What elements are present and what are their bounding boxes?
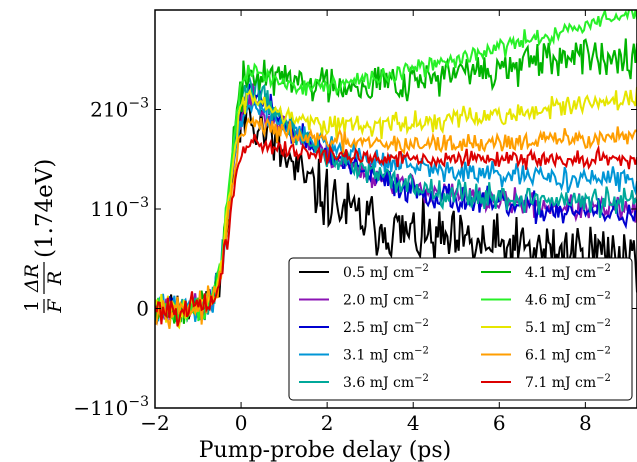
x-tick-label-5: 8 (579, 411, 592, 435)
legend-label-6: 4.6 mJ cm−2 (525, 291, 611, 309)
x-axis-label: Pump-probe delay (ps) (199, 438, 452, 462)
legend: 0.5 mJ cm−2 2.0 mJ cm−2 2.5 mJ cm−2 3.1 mJ … (288, 257, 633, 401)
x-tick-label-1: 0 (235, 411, 248, 435)
x-tick-label-3: 4 (407, 411, 420, 435)
x-tick-labels: −2 0 2 4 6 8 (140, 411, 591, 435)
series-group (155, 10, 637, 330)
y-label-den-f: F (44, 299, 66, 314)
series-line-6 (155, 10, 637, 324)
series-line-7 (155, 86, 637, 330)
series-line-9 (155, 133, 637, 327)
y-tick-label-0: −110−3 (73, 394, 149, 420)
legend-label-3: 3.1 mJ cm−2 (343, 346, 429, 364)
y-tick-label-2: 110−3 (90, 195, 149, 221)
x-tick-label-0: −2 (140, 411, 169, 435)
legend-label-8: 6.1 mJ cm−2 (525, 346, 611, 364)
x-tick-label-2: 2 (321, 411, 334, 435)
y-tick-label-3: 210−3 (90, 96, 149, 122)
legend-label-5: 4.1 mJ cm−2 (525, 263, 611, 281)
y-label-numerator: ΔR (21, 264, 43, 293)
series-line-8 (155, 115, 637, 329)
y-tick-labels: −110−3 0 110−3 210−3 (73, 96, 149, 421)
legend-label-0: 0.5 mJ cm−2 (343, 263, 429, 281)
legend-label-1: 2.0 mJ cm−2 (343, 291, 429, 309)
y-label-prefix: 1 (21, 300, 43, 312)
legend-label-2: 2.5 mJ cm−2 (343, 318, 429, 336)
y-axis-label: 1 F ΔR R (1.74eV) (21, 159, 66, 314)
y-label-suffix: (1.74eV) (32, 159, 58, 258)
legend-label-9: 7.1 mJ cm−2 (525, 373, 611, 391)
axes-group (154, 9, 637, 409)
y-label-den-r: R (44, 271, 66, 286)
legend-label-4: 3.6 mJ cm−2 (343, 373, 429, 391)
y-tick-label-1: 0 (136, 297, 149, 321)
legend-frame (288, 257, 633, 401)
legend-entries: 0.5 mJ cm−2 2.0 mJ cm−2 2.5 mJ cm−2 3.1 mJ … (299, 263, 611, 391)
legend-label-7: 5.1 mJ cm−2 (525, 318, 611, 336)
x-tick-label-4: 6 (493, 411, 506, 435)
